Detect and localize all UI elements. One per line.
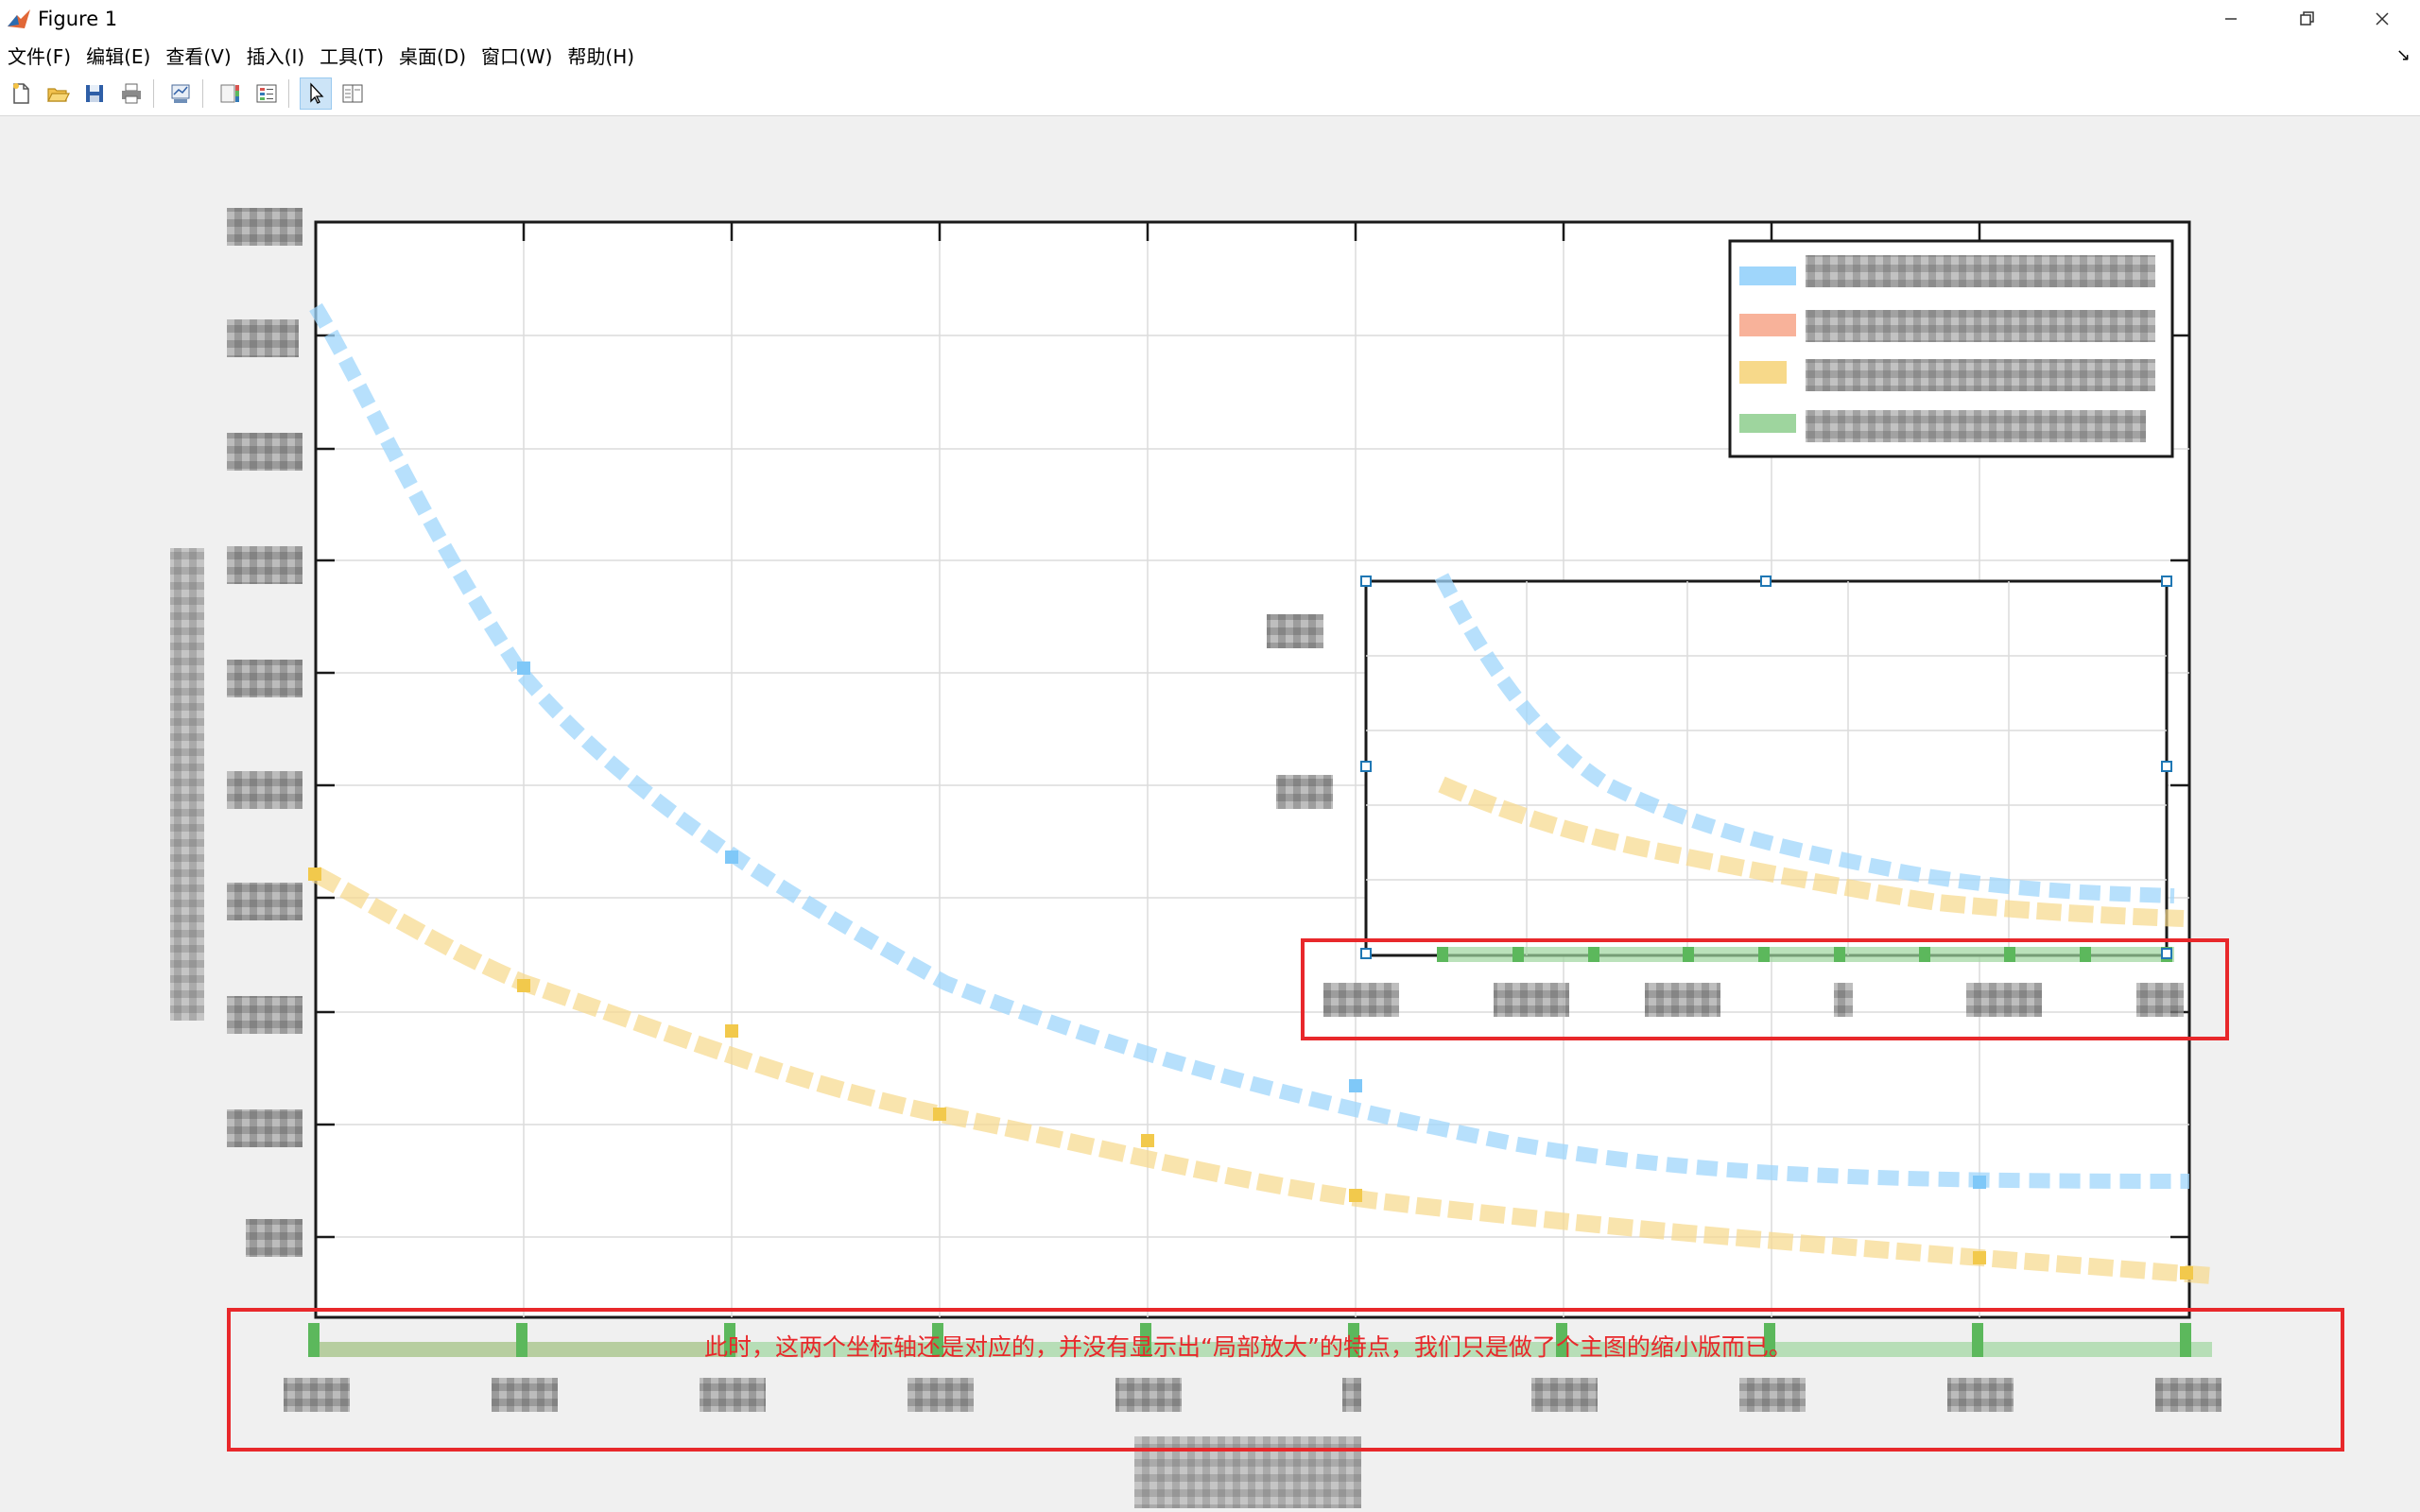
figure-canvas: 此时，这两个坐标轴还是对应的，并没有显示出“局部放大”的特点，我们只是做了个主图… [0,116,2420,1512]
highlight-box-inset-axis [1301,938,2229,1040]
edit-plot-arrow-icon [310,82,324,104]
obscured-inset-tick-labels [1267,614,2184,1017]
menu-view[interactable]: 查看(V) [165,44,232,68]
series-blue-line[interactable] [309,302,2190,1189]
obscured-x-axis-label [1134,1436,1361,1508]
new-figure-button[interactable] [5,77,37,110]
figure-toolbar [0,72,2420,116]
toolbar-separator [202,79,203,108]
inset-selection-handles[interactable] [1360,576,2172,959]
insert-colorbar-button[interactable] [214,77,246,110]
inset-series-green-markers [1437,947,2172,962]
obscured-legend-labels [1806,255,2155,442]
close-icon [2376,12,2389,26]
restore-icon [2300,11,2314,26]
print-button[interactable] [115,77,147,110]
main-ticks [316,222,2189,1239]
series-blue-markers [517,662,1986,1189]
menu-file[interactable]: 文件(F) [8,44,72,68]
toolbar-separator [288,79,289,108]
menu-desktop[interactable]: 桌面(D) [399,44,467,68]
dock-arrow-icon[interactable]: ↘ [2395,45,2411,65]
series-yellow-markers [308,868,2193,1280]
menu-bar: 文件(F) 编辑(E) 查看(V) 插入(I) 工具(T) 桌面(D) 窗口(W… [0,38,2420,72]
print-icon [122,83,141,104]
menu-window[interactable]: 窗口(W) [481,44,553,68]
annotation-text: 此时，这两个坐标轴还是对应的，并没有显示出“局部放大”的特点，我们只是做了个主图… [704,1333,1792,1361]
obscured-y-tick-labels [227,208,302,1257]
insert-legend-icon [256,84,277,103]
open-file-icon [47,88,70,102]
toolbar-separator [153,79,154,108]
menu-help[interactable]: 帮助(H) [567,44,635,68]
menu-edit[interactable]: 编辑(E) [86,44,151,68]
link-plot-icon [171,84,190,103]
title-bar: Figure 1 [0,0,2420,38]
close-button[interactable] [2344,0,2420,38]
inset-axes[interactable] [1267,573,2185,1017]
inset-series-yellow-line[interactable] [1438,776,2185,927]
window-title: Figure 1 [38,8,118,30]
minimize-button[interactable] [2193,0,2269,38]
menu-tools[interactable]: 工具(T) [320,44,384,68]
insert-legend-button[interactable] [251,77,283,110]
matlab-logo-icon [8,9,30,28]
save-icon [86,85,103,102]
save-button[interactable] [78,77,111,110]
new-figure-icon [13,83,29,104]
figure-graphics [170,208,2344,1508]
restore-button[interactable] [2269,0,2344,38]
property-editor-button[interactable] [337,77,369,110]
obscured-x-tick-labels [284,1378,2221,1412]
open-file-button[interactable] [42,77,74,110]
main-axes[interactable] [308,220,2213,1357]
edit-plot-button[interactable] [300,77,332,110]
legend-box[interactable] [1728,239,2174,458]
inset-series-blue-line[interactable] [1434,573,2175,903]
series-green-markers [308,1323,2191,1357]
link-plot-button[interactable] [164,77,197,110]
minimize-icon [2225,18,2237,20]
property-editor-icon [342,84,363,103]
menu-insert[interactable]: 插入(I) [246,44,305,68]
series-yellow-line[interactable] [311,867,2213,1284]
highlight-box-main-axis [227,1308,2344,1452]
obscured-y-axis-label [170,548,204,1021]
insert-colorbar-icon [220,84,239,103]
